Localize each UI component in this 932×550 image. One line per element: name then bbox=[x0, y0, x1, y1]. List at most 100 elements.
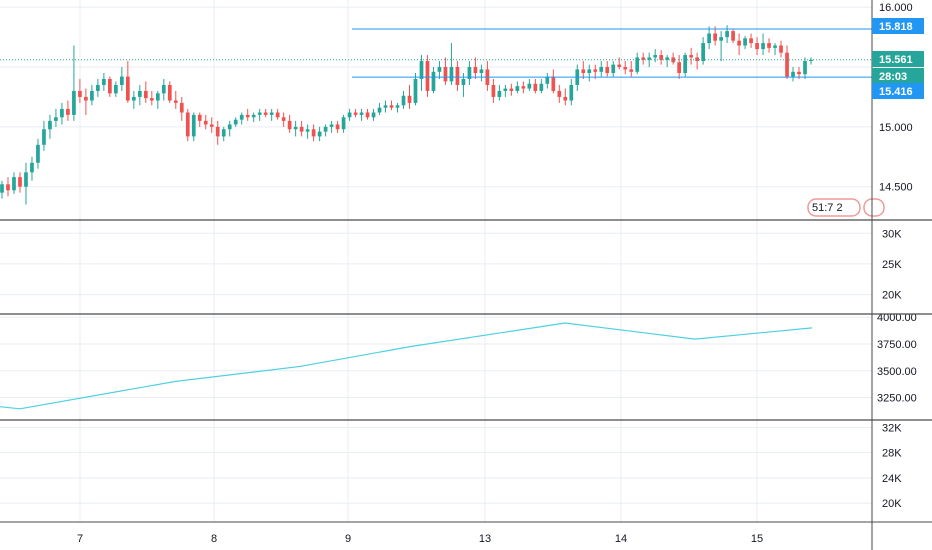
candle-up bbox=[251, 114, 256, 118]
candle-up bbox=[329, 124, 334, 127]
candle-down bbox=[671, 57, 676, 63]
volume-axis-label: 20K bbox=[882, 290, 902, 302]
candle-up bbox=[359, 112, 364, 115]
indicator-chip-bg bbox=[807, 198, 861, 217]
candle-up bbox=[707, 33, 711, 44]
candle-down bbox=[509, 88, 514, 91]
candle-down bbox=[659, 55, 664, 60]
candle-down bbox=[185, 112, 190, 137]
candle-up bbox=[72, 90, 76, 115]
price-axis-label: 15.000 bbox=[879, 122, 913, 134]
candle-down bbox=[179, 102, 184, 113]
candle-up bbox=[701, 43, 705, 62]
candle-up bbox=[36, 144, 40, 163]
candle-up bbox=[743, 38, 747, 46]
candle-up bbox=[479, 69, 484, 73]
candle-up bbox=[323, 126, 328, 132]
candle-down bbox=[473, 67, 478, 73]
candle-down bbox=[755, 43, 759, 50]
candle-up bbox=[803, 61, 807, 75]
candle-down bbox=[677, 62, 682, 73]
candle-up bbox=[227, 124, 232, 130]
indicator-axis-label: 3500.00 bbox=[877, 366, 917, 378]
candle-up bbox=[683, 55, 688, 73]
price-badge: 15.416 bbox=[872, 83, 924, 99]
candle-up bbox=[569, 84, 574, 101]
candle-up bbox=[293, 126, 298, 130]
candle-up bbox=[467, 67, 472, 79]
candle-up bbox=[137, 90, 142, 97]
price-axis-label: 16.000 bbox=[879, 2, 913, 14]
candle-down bbox=[299, 126, 304, 132]
candle-up bbox=[809, 59, 813, 62]
candle-down bbox=[143, 90, 148, 99]
volume-axis-label: 25K bbox=[882, 259, 902, 271]
candle-up bbox=[221, 129, 226, 137]
candle-down bbox=[78, 90, 82, 97]
candle-up bbox=[395, 105, 400, 108]
indicator-line bbox=[0, 322, 813, 410]
candle-up bbox=[401, 95, 406, 106]
candle-up bbox=[515, 86, 520, 91]
indicator-axis-label: 3750.00 bbox=[877, 339, 917, 351]
candle-up bbox=[269, 112, 274, 115]
candle-up bbox=[114, 84, 118, 94]
candle-down bbox=[443, 67, 448, 82]
volume2-axis-label: 24K bbox=[882, 473, 902, 485]
candle-up bbox=[383, 105, 388, 108]
price-badge-bg bbox=[872, 83, 924, 99]
candle-up bbox=[191, 114, 196, 137]
candle-up bbox=[371, 112, 376, 118]
candle-up bbox=[257, 112, 262, 115]
candle-up bbox=[30, 162, 34, 173]
price-badge-bg bbox=[872, 18, 924, 34]
candle-up bbox=[131, 96, 136, 101]
candle-up bbox=[665, 57, 670, 60]
price-badge-label: 15.818 bbox=[879, 21, 913, 33]
candle-down bbox=[149, 98, 154, 101]
candle-up bbox=[449, 67, 454, 82]
candle-down bbox=[287, 120, 292, 130]
candle-down bbox=[407, 95, 412, 103]
candle-down bbox=[491, 84, 496, 97]
candle-up bbox=[647, 57, 652, 60]
candle-down bbox=[731, 31, 735, 41]
candle-down bbox=[605, 67, 610, 73]
candle-up bbox=[119, 76, 124, 85]
candle-down bbox=[623, 67, 628, 70]
candle-up bbox=[635, 57, 640, 72]
candle-down bbox=[173, 100, 178, 103]
candle-up bbox=[90, 90, 94, 101]
candle-down bbox=[215, 126, 220, 137]
candle-down bbox=[84, 96, 88, 101]
candle-up bbox=[102, 78, 106, 85]
candle-up bbox=[233, 119, 238, 125]
volume-axis-label: 30K bbox=[882, 228, 902, 240]
candle-up bbox=[305, 129, 310, 132]
candle-up bbox=[161, 84, 166, 94]
candle-down bbox=[785, 52, 789, 77]
candle-up bbox=[239, 114, 244, 120]
candle-down bbox=[365, 112, 370, 118]
candle-up bbox=[761, 43, 765, 50]
candle-up bbox=[0, 184, 4, 193]
candle-up bbox=[599, 67, 604, 72]
candle-down bbox=[66, 108, 70, 115]
price-badge: 28:03 bbox=[872, 68, 924, 84]
candle-up bbox=[719, 37, 723, 41]
time-axis-label: 14 bbox=[615, 533, 627, 545]
candle-up bbox=[545, 76, 550, 84]
candle-down bbox=[557, 90, 562, 97]
time-axis-label: 8 bbox=[211, 533, 217, 545]
candle-up bbox=[497, 90, 502, 97]
candle-up bbox=[653, 55, 658, 58]
indicator-axis-label: 4000.00 bbox=[877, 312, 917, 324]
candle-down bbox=[617, 64, 622, 68]
candle-up bbox=[42, 129, 46, 145]
candle-up bbox=[527, 83, 532, 89]
candle-up bbox=[773, 45, 777, 48]
candle-down bbox=[581, 69, 586, 73]
candle-down bbox=[629, 69, 634, 72]
indicator-chip[interactable]: 51:7 2 bbox=[807, 198, 885, 217]
